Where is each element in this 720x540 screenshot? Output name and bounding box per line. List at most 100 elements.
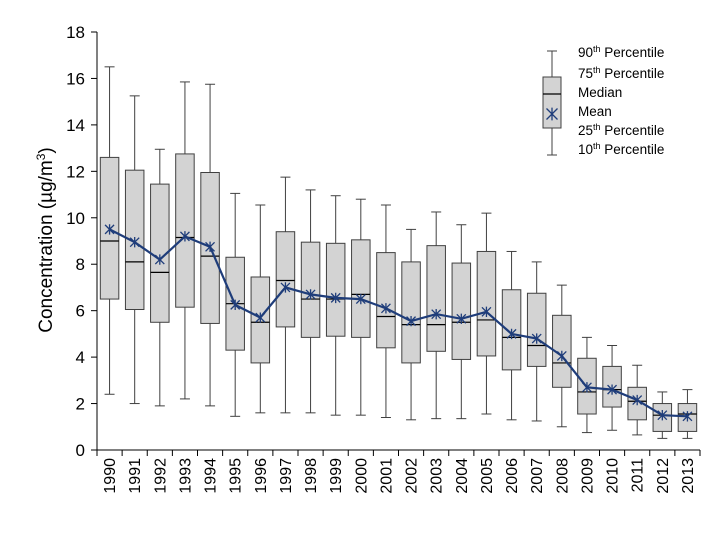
mean-marker	[481, 306, 492, 318]
mean-marker-glyph	[682, 411, 693, 422]
mean-marker-glyph	[305, 289, 316, 300]
mean-marker	[632, 394, 643, 406]
mean-marker	[431, 308, 442, 320]
mean-marker-glyph	[556, 350, 567, 362]
mean-marker-glyph	[230, 299, 241, 311]
y-tick-label: 16	[66, 69, 85, 88]
mean-marker	[355, 293, 366, 305]
mean-marker	[456, 313, 467, 324]
mean-marker	[581, 382, 592, 393]
mean-series-line	[109, 228, 688, 418]
mean-marker-glyph	[632, 394, 643, 406]
mean-marker	[682, 411, 693, 422]
mean-marker-glyph	[456, 313, 467, 324]
mean-marker-glyph	[406, 315, 417, 327]
x-tick-label: 2013	[680, 458, 697, 494]
x-tick-label: 1994	[203, 458, 220, 494]
mean-marker	[380, 303, 391, 314]
y-tick-label: 4	[76, 348, 85, 367]
mean-marker	[657, 409, 668, 421]
mean-marker	[255, 312, 266, 323]
legend: 90th Percentile 75th Percentile Median Mean…	[542, 44, 664, 157]
x-tick-label: 2007	[529, 458, 546, 494]
y-tick-label: 2	[76, 395, 85, 414]
x-axis-ticks: 1990 1991 1992 1993 1994 1995 1996 1997 1998 1999…	[96, 450, 701, 494]
x-tick-label: 2003	[429, 458, 446, 494]
mean-marker	[205, 241, 216, 252]
mean-marker	[305, 289, 316, 300]
mean-marker-glyph	[431, 308, 442, 320]
mean-marker-glyph	[330, 292, 341, 304]
y-tick-label: 6	[76, 302, 85, 321]
legend-label: 90th Percentile	[578, 44, 664, 60]
x-tick-label: 2011	[630, 458, 647, 493]
mean-marker-glyph	[255, 312, 266, 323]
x-tick-label: 2010	[605, 458, 622, 494]
mean-marker-glyph	[179, 231, 190, 242]
box-iqr	[451, 262, 472, 360]
legend-mean-marker	[546, 107, 558, 121]
x-tick-label: 1996	[253, 458, 270, 494]
x-tick-label: 2001	[378, 458, 395, 494]
mean-markers	[104, 224, 693, 422]
mean-marker	[506, 328, 517, 340]
legend-label: 75th Percentile	[578, 65, 664, 81]
mean-marker	[280, 282, 291, 293]
x-tick-label: 2008	[554, 458, 571, 494]
mean-marker-glyph	[205, 241, 216, 252]
x-tick-label: 2012	[655, 458, 672, 494]
box-iqr	[325, 242, 346, 337]
x-tick-label: 1997	[278, 458, 295, 494]
mean-marker-glyph	[581, 382, 592, 393]
x-tick-label: 1998	[303, 458, 320, 494]
box-iqr	[376, 252, 396, 349]
mean-marker	[531, 333, 542, 344]
mean-marker-glyph	[280, 282, 291, 293]
x-tick-label: 2005	[479, 458, 496, 494]
x-tick-label: 1991	[127, 458, 144, 494]
box-iqr	[401, 261, 421, 364]
box-iqr	[175, 153, 195, 308]
x-tick-label: 2006	[504, 458, 521, 494]
mean-marker-glyph	[154, 254, 165, 265]
legend-label: Mean	[578, 104, 612, 119]
x-tick-label: 1993	[177, 458, 194, 494]
box-iqr	[426, 245, 446, 352]
x-tick-label: 1999	[328, 458, 345, 494]
x-tick-label: 2004	[454, 458, 471, 494]
mean-marker	[154, 254, 165, 265]
box-iqr	[275, 231, 296, 328]
x-tick-label: 1995	[228, 458, 245, 494]
legend-box	[542, 76, 562, 129]
y-tick-label: 18	[66, 23, 85, 42]
y-axis-label: Concentration (µg/m3)	[34, 147, 57, 333]
x-tick-label: 2002	[404, 458, 421, 494]
mean-marker	[104, 224, 115, 235]
mean-marker	[230, 299, 241, 311]
mean-marker-glyph	[380, 303, 391, 314]
mean-marker-glyph	[104, 224, 115, 235]
box-iqr	[526, 292, 547, 367]
x-tick-label: 2009	[579, 458, 596, 494]
mean-marker	[607, 384, 618, 395]
mean-marker	[406, 315, 417, 327]
x-tick-label: 2000	[353, 458, 370, 494]
legend-label: 25th Percentile	[578, 122, 664, 138]
mean-marker	[556, 350, 567, 362]
mean-marker-glyph	[129, 236, 140, 248]
x-tick-label: 1992	[152, 458, 169, 494]
mean-marker-glyph	[657, 409, 668, 421]
mean-marker-glyph	[607, 384, 618, 395]
boxes	[99, 153, 698, 432]
legend-label: Median	[578, 85, 622, 100]
y-tick-label: 10	[66, 209, 85, 228]
y-tick-label: 8	[76, 255, 85, 274]
box-iqr	[351, 239, 371, 338]
mean-marker-glyph	[531, 333, 542, 344]
mean-marker-glyph	[355, 293, 366, 305]
mean-marker	[129, 236, 140, 248]
y-tick-label: 12	[66, 162, 85, 181]
mean-marker-glyph	[481, 306, 492, 318]
mean-marker-glyph	[506, 328, 517, 340]
